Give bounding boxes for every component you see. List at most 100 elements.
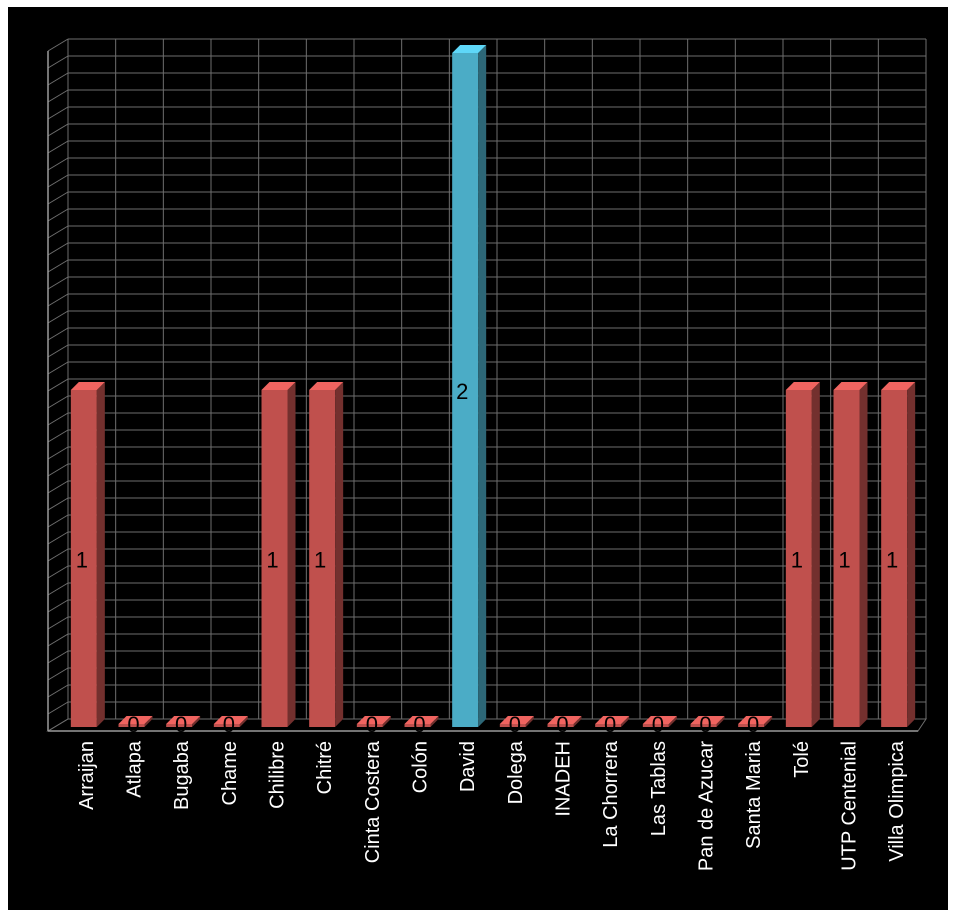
category-label: UTP Centenial: [839, 741, 861, 871]
data-label: 1: [76, 548, 88, 573]
data-label: 2: [456, 379, 468, 404]
bar-front: [213, 724, 240, 727]
grid-line-side: [47, 480, 69, 494]
grid-line-side: [47, 344, 69, 358]
bar-top: [785, 382, 820, 390]
bar-front: [642, 724, 669, 727]
bar-utp-centenial: [833, 382, 868, 727]
bar-top: [404, 716, 439, 724]
bar-side: [239, 716, 248, 727]
category-label: Las Tablas: [648, 741, 670, 836]
data-label: 0: [366, 712, 378, 737]
grid-line-side: [47, 378, 69, 392]
grid-line-side: [47, 582, 69, 596]
category-label: La Chorrera: [600, 740, 622, 848]
bar-colón: [404, 716, 439, 727]
chart-bars: [70, 45, 916, 727]
bar-side: [573, 716, 582, 727]
bar-front: [166, 724, 193, 727]
bar-chilibre: [261, 382, 296, 727]
bar-top: [881, 382, 916, 390]
grid-line-side: [47, 633, 69, 647]
grid-line-side: [47, 276, 69, 290]
bar-side: [478, 45, 487, 727]
bar-tolé: [785, 382, 820, 727]
grid-line-side: [47, 89, 69, 103]
grid-line-side: [47, 548, 69, 562]
data-label: 1: [886, 548, 898, 573]
category-label: David: [457, 741, 479, 792]
bar-side: [287, 382, 296, 727]
data-label: 0: [604, 712, 616, 737]
grid-line-side: [47, 157, 69, 171]
data-label: 0: [413, 712, 425, 737]
grid-line-side: [47, 667, 69, 681]
data-label: 0: [223, 712, 235, 737]
grid-line-side: [47, 327, 69, 341]
category-label: Bugaba: [171, 740, 193, 810]
bar-pan-de-azucar: [690, 716, 725, 727]
bar-front: [881, 390, 908, 727]
bar-top: [309, 382, 344, 390]
grid-line-side: [47, 106, 69, 120]
grid-line-side: [47, 242, 69, 256]
bar-front: [309, 390, 336, 727]
grid-line-side: [47, 599, 69, 613]
data-label: 0: [556, 712, 568, 737]
bar-side: [525, 716, 534, 727]
category-label: Tolé: [791, 741, 813, 778]
bar-side: [335, 382, 344, 727]
bar-front: [833, 390, 860, 727]
grid-line-side: [47, 565, 69, 579]
bar-chitré: [309, 382, 344, 727]
bar-top: [690, 716, 725, 724]
bar-front: [547, 724, 574, 727]
grid-line-side: [47, 429, 69, 443]
bar-bugaba: [166, 716, 201, 727]
bar-chame: [213, 716, 248, 727]
data-label: 1: [791, 548, 803, 573]
data-label: 0: [509, 712, 521, 737]
bar-front: [738, 724, 765, 727]
chart-grid: [46, 38, 927, 732]
grid-line-side: [47, 616, 69, 630]
data-label: 0: [127, 712, 139, 737]
bar-side: [382, 716, 391, 727]
bar-front: [70, 390, 97, 727]
bar-front: [452, 53, 479, 727]
grid-line-side: [47, 701, 69, 715]
category-label: Cinta Costera: [362, 740, 384, 863]
category-labels: Arraijan Atlapa Bugaba Chame Chilibre Chitré C…: [76, 740, 908, 871]
category-label: Pan de Azucar: [696, 741, 718, 871]
data-labels: 1 0 0 0 1 1 0 0 2 0 0 0 0 0 0 1 1 1: [76, 379, 899, 737]
grid-line-side: [47, 310, 69, 324]
grid-line-side: [47, 72, 69, 86]
bar-front: [118, 724, 145, 727]
bar-side: [716, 716, 725, 727]
bar-villa-olimpica: [881, 382, 916, 727]
bar-front: [404, 724, 431, 727]
bar-dolega: [499, 716, 534, 727]
bar-side: [96, 382, 105, 727]
grid-line-side: [47, 140, 69, 154]
grid-line-side: [47, 395, 69, 409]
grid-line-side: [47, 463, 69, 477]
bar-top: [356, 716, 391, 724]
category-label: Chitré: [314, 741, 336, 794]
bar-top: [738, 716, 773, 724]
bar-top: [499, 716, 534, 724]
bar-side: [621, 716, 630, 727]
category-label: Villa Olimpica: [886, 740, 908, 862]
bar-arraijan: [70, 382, 105, 727]
bar-front: [595, 724, 622, 727]
grid-line-side: [47, 123, 69, 137]
bar-side: [859, 382, 868, 727]
bar-top: [642, 716, 677, 724]
grid-line-side: [47, 684, 69, 698]
bar-top: [452, 45, 487, 53]
grid-line-side: [47, 531, 69, 545]
bar-side: [192, 716, 201, 727]
data-label: 0: [747, 712, 759, 737]
bar-side: [907, 382, 916, 727]
